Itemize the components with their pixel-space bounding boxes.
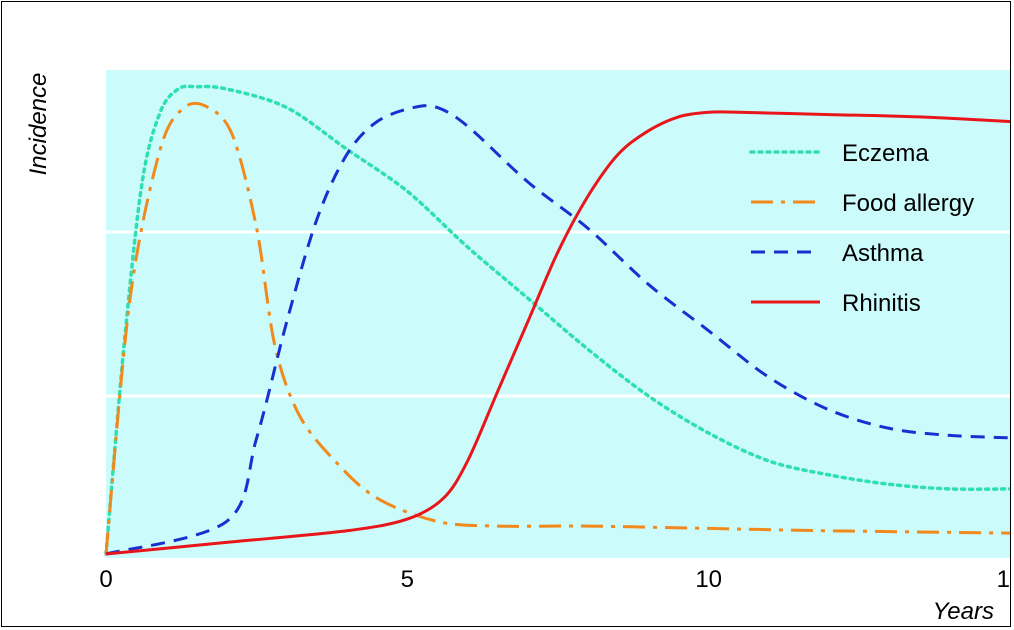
x-tick-label-10: 10 [695,566,722,593]
series-line-asthma [105,104,1010,556]
series-line-eczema [104,84,1010,556]
x-axis-ticks: 0 5 10 15 [99,566,1011,593]
legend-label-eczema: Eczema [842,140,929,167]
series-line-food-allergy [104,101,1010,555]
legend-label-asthma: Asthma [842,240,924,267]
legend: Eczema Food allergy Asthma Rhinitis [749,140,974,317]
y-axis-title: Incidence [25,73,52,176]
legend-label-rhinitis: Rhinitis [842,290,921,317]
series-layer [104,84,1010,556]
x-tick-label-0: 0 [99,566,112,593]
x-tick-label-15: 15 [997,566,1011,593]
legend-label-food-allergy: Food allergy [842,190,974,217]
x-axis-title: Years [933,598,994,625]
x-tick-label-5: 5 [401,566,414,593]
series-line-rhinitis [105,110,1010,556]
plot-background [106,70,1010,558]
